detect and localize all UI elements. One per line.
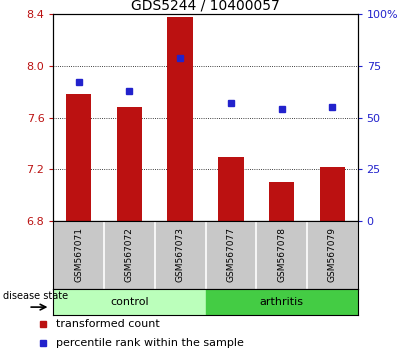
Bar: [319, 167, 345, 221]
Text: GSM567078: GSM567078: [277, 227, 286, 282]
Text: control: control: [110, 297, 149, 307]
Bar: [218, 156, 243, 221]
Text: percentile rank within the sample: percentile rank within the sample: [55, 338, 243, 348]
Text: disease state: disease state: [2, 291, 68, 301]
Bar: [53, 289, 206, 315]
Bar: [66, 95, 91, 221]
Bar: [168, 17, 193, 221]
Text: GSM567072: GSM567072: [125, 227, 134, 282]
Title: GDS5244 / 10400057: GDS5244 / 10400057: [131, 0, 280, 13]
Text: GSM567071: GSM567071: [74, 227, 83, 282]
Bar: [117, 107, 142, 221]
Text: GSM567073: GSM567073: [175, 227, 185, 282]
Text: arthritis: arthritis: [259, 297, 304, 307]
Text: transformed count: transformed count: [55, 319, 159, 329]
Text: GSM567079: GSM567079: [328, 227, 337, 282]
Bar: [206, 289, 358, 315]
Bar: [269, 182, 294, 221]
Text: GSM567077: GSM567077: [226, 227, 236, 282]
